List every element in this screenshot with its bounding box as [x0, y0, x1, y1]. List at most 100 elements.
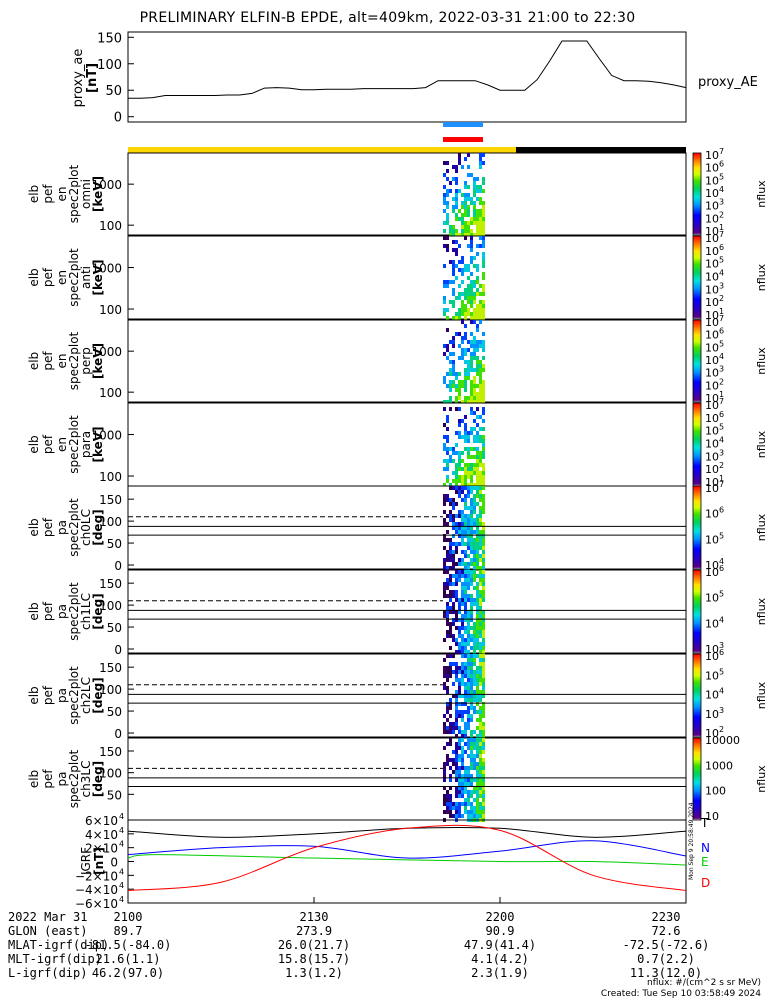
spectrogram-cell: [452, 522, 455, 526]
spectrogram-cell: [464, 806, 467, 810]
spectrogram-cell: [479, 786, 482, 790]
colorbar-tick-exp: 7: [719, 314, 724, 323]
spectrogram-cell: [464, 352, 467, 356]
spectrogram-cell: [473, 455, 476, 459]
colorbar-tick-label: 10: [705, 399, 719, 412]
spectrogram-cell: [467, 642, 470, 646]
spectrogram-cell: [476, 400, 479, 404]
spectrogram-cell: [455, 762, 458, 766]
ytick-label: 1000: [91, 178, 122, 192]
spectrogram-cell: [455, 718, 458, 722]
spectrogram-cell: [458, 598, 461, 602]
spectrogram-cell: [443, 300, 446, 304]
spectrogram-cell: [467, 802, 470, 806]
spectrogram-cell: [479, 201, 482, 205]
spectrogram-cell: [470, 431, 473, 435]
spectrogram-cell: [443, 201, 446, 205]
spectrogram-cell: [467, 682, 470, 686]
colorbar-tick-label: 10: [705, 476, 719, 489]
spectrogram-cell: [476, 455, 479, 459]
spectrogram-cell: [464, 360, 467, 364]
spectrogram-cell: [461, 514, 464, 518]
spectrogram-cell: [473, 486, 476, 490]
spectrogram-cell: [461, 794, 464, 798]
panel-ylabel: [deg]: [91, 593, 105, 629]
spectrogram-cell: [443, 726, 446, 730]
spectrogram-cell: [452, 340, 455, 344]
spectrogram-cell: [449, 610, 452, 614]
spectrogram-cell: [443, 380, 446, 384]
spectrogram-cell: [473, 177, 476, 181]
spectrogram-cell: [467, 368, 470, 372]
spectrogram-cell: [461, 626, 464, 630]
spectrogram-cell: [458, 610, 461, 614]
spectrogram-cell: [470, 479, 473, 483]
panel-frame: [127, 737, 687, 821]
spectrogram-cell: [455, 467, 458, 471]
spectrogram-cell: [467, 372, 470, 376]
spectrogram-cell: [455, 376, 458, 380]
spectrogram-cell: [482, 758, 485, 762]
spectrogram-cell: [446, 400, 449, 404]
spectrogram-cell: [458, 451, 461, 455]
spectrogram-cell: [446, 794, 449, 798]
spectrogram-cell: [446, 606, 449, 610]
spectrogram-cell: [479, 368, 482, 372]
spectrogram-cell: [470, 304, 473, 308]
spectrogram-cell: [461, 710, 464, 714]
spectrogram-cell: [476, 483, 479, 487]
spectrogram-cell: [482, 582, 485, 586]
spectrogram-cell: [473, 778, 476, 782]
spectrogram-cell: [443, 786, 446, 790]
colorbar-tick-exp: 5: [719, 423, 724, 432]
spectrogram-cell: [479, 372, 482, 376]
spectrogram-cell: [464, 388, 467, 392]
spectrogram-cell: [452, 364, 455, 368]
spectrogram-cell: [449, 674, 452, 678]
spectrogram-cell: [473, 622, 476, 626]
spectrogram-cell: [470, 594, 473, 598]
spectrogram-cell: [482, 762, 485, 766]
spectrogram-cell: [473, 256, 476, 260]
spectrogram-cell: [458, 526, 461, 530]
spectrogram-cell: [452, 550, 455, 554]
footer-cell: 90.9: [485, 924, 515, 938]
spectrogram-cell: [470, 734, 473, 738]
spectrogram-cell: [455, 794, 458, 798]
colorbar-tick-exp: 5: [719, 531, 724, 540]
colorbar-label: nflux: [755, 180, 768, 208]
colorbar-tick-exp: 2: [719, 377, 724, 386]
spectrogram-cell: [479, 690, 482, 694]
spectrogram-cell: [449, 542, 452, 546]
spectrogram-cell: [467, 770, 470, 774]
spectrogram-cell: [479, 435, 482, 439]
spectrogram-cell: [476, 316, 479, 320]
colorbar-label: nflux: [755, 263, 768, 291]
ytick-label: 150: [99, 661, 122, 675]
ytick-label: 100: [99, 515, 122, 529]
spectrogram-cell: [470, 233, 473, 237]
spectrogram-cell: [470, 730, 473, 734]
spectrogram-cell: [446, 710, 449, 714]
spectrogram-cell: [443, 312, 446, 316]
spectrogram-cell: [467, 766, 470, 770]
ytick-label: 1000: [91, 345, 122, 359]
spectrogram-cell: [467, 790, 470, 794]
spectrogram-cell: [455, 388, 458, 392]
spectrogram-cell: [482, 542, 485, 546]
spectrogram-cell: [479, 758, 482, 762]
panel-ylabel: [keV]: [91, 343, 105, 379]
spectrogram-cell: [467, 542, 470, 546]
igrf-legend-T: T: [700, 816, 709, 830]
spectrogram-cell: [473, 348, 476, 352]
colorbar-tick-label: 10: [705, 225, 719, 238]
colorbar-tick-label: 10: [705, 367, 719, 380]
spectrogram-cell: [446, 718, 449, 722]
spectrogram-cell: [452, 486, 455, 490]
spectrogram-cell: [473, 352, 476, 356]
spectrogram-cell: [461, 336, 464, 340]
spectrogram-cell: [461, 479, 464, 483]
spectrogram-cell: [473, 376, 476, 380]
panel-ylabel: spec2plot: [67, 415, 81, 474]
spectrogram-cell: [458, 790, 461, 794]
